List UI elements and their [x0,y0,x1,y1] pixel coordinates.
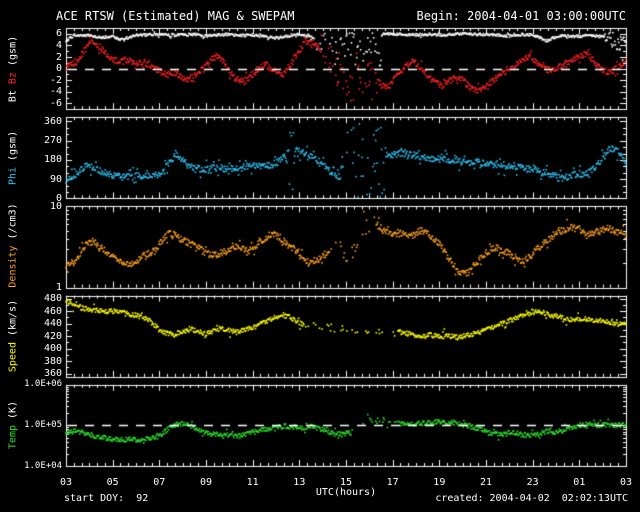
x-tick-label: 09 [199,477,213,488]
y-axis-title-segment: (gsm) [8,130,19,167]
y-axis-title-temp: Temp (K) [7,385,21,466]
y-tick-label-mag: 6 [55,28,62,40]
created-timestamp: created: 2004-04-02 02:02:13UTC [435,493,628,504]
y-axis-title-segment: (/cm3) [8,203,19,246]
y-tick-label-speed: 480 [43,293,62,305]
x-tick-label: 13 [293,477,306,488]
x-tick-label: 03 [619,477,633,488]
y-axis-title-phi: Phi (gsm) [7,117,21,198]
y-axis-title-segment: Density [8,245,19,288]
x-tick-label: 19 [433,477,446,488]
begin-timestamp: Begin: 2004-04-01 03:00:00UTC [416,9,626,23]
y-tick-label-speed: 460 [43,305,62,317]
x-tick-label: 17 [386,477,399,488]
y-tick-label-speed: 360 [43,368,62,380]
y-tick-label-speed: 400 [43,343,62,355]
x-tick-label: 03 [59,477,73,488]
y-tick-label-temp: 1.0E+05 [24,419,62,430]
y-axis-title-segment: Bt [8,83,19,102]
y-tick-label-temp: 1.0E+06 [24,379,62,390]
y-tick-label-phi: 0 [55,192,62,204]
x-axis-title: UTC(hours) [315,487,377,498]
y-tick-label-mag: 4 [55,39,62,51]
y-tick-label-mag: 0 [55,63,62,75]
x-tick-label: 15 [339,477,353,488]
plot-title: ACE RTSW (Estimated) MAG & SWEPAM [56,9,295,23]
y-axis-title-segment: Speed [8,342,19,373]
y-tick-label-temp: 1.0E+04 [24,460,62,471]
y-tick-label-speed: 380 [43,355,62,367]
y-tick-label-density: 10 [49,200,62,212]
y-axis-title-mag: Bt Bz (gsm) [7,28,21,109]
y-axis-title-segment: (K) [8,401,19,426]
y-tick-label-mag: -6 [49,97,62,109]
y-tick-label-speed: 440 [43,318,62,330]
y-tick-label-mag: -4 [49,86,62,98]
y-tick-label-density: 1 [55,282,62,294]
y-tick-label-speed: 420 [43,330,62,342]
start-doy-label: start DOY: 92 [64,493,149,504]
y-tick-label-mag: -2 [49,74,62,86]
y-axis-title-segment: Bz [8,71,19,84]
y-axis-title-segment: (km/s) [8,300,19,343]
x-tick-label: 23 [526,477,539,488]
y-tick-label-phi: 90 [49,173,62,185]
y-tick-label-mag: 2 [55,51,62,63]
x-tick-label: 07 [153,477,166,488]
y-tick-label-phi: 360 [43,115,62,127]
y-axis-title-speed: Speed (km/s) [7,296,21,377]
y-axis-title-segment: (gsm) [8,35,19,72]
x-tick-label: 01 [573,477,586,488]
y-tick-label-phi: 180 [43,154,62,166]
y-axis-title-segment: Phi [8,166,19,185]
x-tick-label: 05 [106,477,119,488]
y-axis-title-density: Density (/cm3) [7,203,21,288]
x-tick-label: 11 [246,477,259,488]
x-tick-label: 21 [479,477,493,488]
y-axis-title-segment: Temp [8,425,19,450]
y-tick-label-phi: 270 [43,135,62,147]
